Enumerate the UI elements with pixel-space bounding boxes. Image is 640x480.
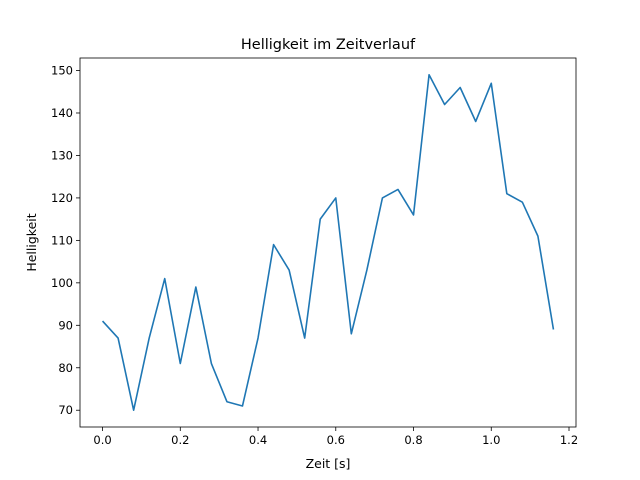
y-tick-label: 80: [58, 361, 73, 375]
x-tick-label: 0.6: [327, 433, 345, 447]
chart-title: Helligkeit im Zeitverlauf: [241, 37, 416, 53]
y-tick-label: 120: [51, 191, 73, 205]
y-tick-label: 70: [58, 403, 73, 417]
y-axis-label: Helligkeit: [24, 213, 39, 271]
y-tick-label: 140: [51, 106, 73, 120]
x-tick-label: 1.2: [560, 433, 578, 447]
x-axis: 0.0 0.2 0.4 0.6 0.8 1.0 1.2: [93, 427, 578, 447]
series-line-0: [101, 73, 555, 412]
x-tick-label: 0.0: [93, 433, 111, 447]
x-tick-label: 0.8: [404, 433, 422, 447]
plot-frame: [79, 57, 577, 428]
y-tick-label: 130: [51, 148, 73, 162]
x-axis-label: Zeit [s]: [306, 456, 351, 471]
series-layer: [101, 73, 555, 412]
x-tick-label: 0.2: [171, 433, 189, 447]
y-tick-label: 100: [51, 276, 73, 290]
x-tick-label: 1.0: [482, 433, 500, 447]
y-axis: 70 80 90 100 110 120 130 140 150: [51, 64, 80, 417]
y-tick-label: 150: [51, 64, 73, 78]
x-tick-label: 0.4: [249, 433, 267, 447]
y-tick-label: 90: [58, 318, 73, 332]
y-tick-label: 110: [51, 233, 73, 247]
